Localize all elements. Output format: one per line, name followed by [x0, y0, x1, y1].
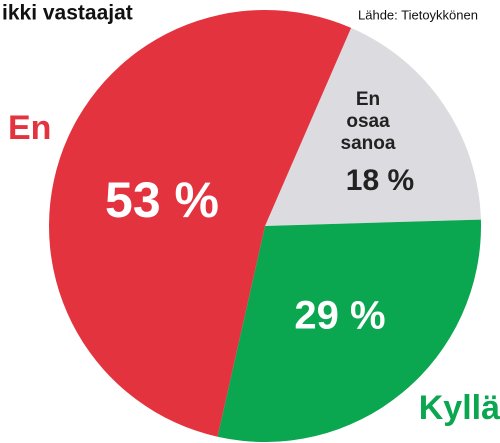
- pie-slice: [217, 219, 481, 442]
- chart-title: ikki vastaajat: [2, 2, 133, 25]
- value-label: 29 %: [294, 294, 385, 338]
- category-label: Kyllä: [419, 389, 500, 427]
- value-label: 18 %: [346, 164, 414, 197]
- source: Lähde: Tietoykkönen: [358, 7, 478, 22]
- value-label: 53 %: [105, 172, 219, 228]
- pie-slice: [265, 27, 481, 226]
- pie-slice: [48, 9, 352, 437]
- category-label: En osaa sanoa: [341, 89, 396, 154]
- category-label: En: [8, 109, 51, 147]
